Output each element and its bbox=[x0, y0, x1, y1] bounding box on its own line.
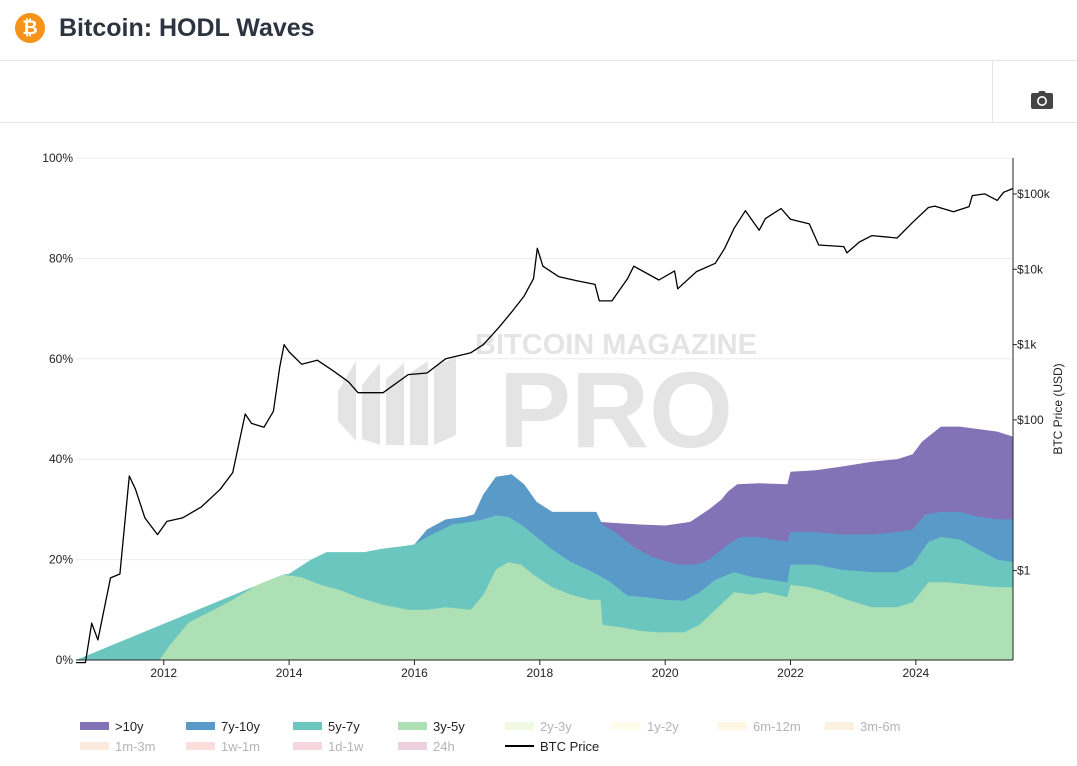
legend-item[interactable]: 1m-3m bbox=[80, 739, 155, 754]
legend-item[interactable]: 2y-3y bbox=[505, 719, 572, 734]
x-tick-label: 2016 bbox=[401, 666, 428, 680]
legend-swatch bbox=[825, 722, 854, 730]
y-left-tick-label: 40% bbox=[49, 452, 73, 466]
x-tick-label: 2024 bbox=[903, 666, 930, 680]
legend-swatch bbox=[398, 742, 427, 750]
chart-toolbar bbox=[0, 61, 1077, 123]
page-title: Bitcoin: HODL Waves bbox=[59, 14, 315, 42]
legend-swatch bbox=[293, 722, 322, 730]
y-left-tick-label: 100% bbox=[42, 151, 73, 165]
y-right-tick-label: $100 bbox=[1017, 413, 1044, 427]
legend-label: 1d-1w bbox=[328, 739, 364, 754]
y-right-tick-label: $100k bbox=[1017, 187, 1051, 201]
legend-item[interactable]: 3m-6m bbox=[825, 719, 900, 734]
legend-label: 1m-3m bbox=[115, 739, 155, 754]
legend-item[interactable]: >10y bbox=[80, 719, 144, 734]
axes: 0% 20% 40% 60% 80% 100% 2012 2014 2016 2018 2020 20… bbox=[42, 151, 1050, 680]
watermark-pro-text: PRO bbox=[499, 349, 733, 470]
x-tick-label: 2018 bbox=[526, 666, 553, 680]
legend-label: >10y bbox=[115, 719, 144, 734]
legend-item[interactable]: 6m-12m bbox=[718, 719, 801, 734]
right-axis-label: BTC Price (USD) bbox=[1051, 363, 1065, 454]
bitcoin-logo-icon: ₿ bbox=[15, 13, 45, 43]
legend-label: 1w-1m bbox=[221, 739, 260, 754]
legend-swatch bbox=[612, 722, 641, 730]
y-left-tick-label: 60% bbox=[49, 352, 73, 366]
legend-label: 5y-7y bbox=[328, 719, 360, 734]
legend-label: BTC Price bbox=[540, 739, 599, 754]
legend-label: 6m-12m bbox=[753, 719, 801, 734]
legend-label: 2y-3y bbox=[540, 719, 572, 734]
legend-swatch bbox=[80, 742, 109, 750]
camera-icon[interactable] bbox=[1031, 91, 1053, 109]
x-tick-label: 2022 bbox=[777, 666, 804, 680]
legend-swatch bbox=[80, 722, 109, 730]
watermark: BITCOIN MAGAZINE PRO bbox=[338, 329, 757, 470]
legend-label: 3m-6m bbox=[860, 719, 900, 734]
legend-item[interactable]: 1w-1m bbox=[186, 739, 260, 754]
legend: >10y 7y-10y 5y-7y 3y-5y 2y-3y 1y-2y 6m-12m 3m-6… bbox=[80, 719, 900, 754]
hodl-waves-chart: BITCOIN MAGAZINE PRO 0% 20% 40% 60% 80% 100% 2… bbox=[42, 151, 1065, 754]
legend-item[interactable]: 1y-2y bbox=[612, 719, 679, 734]
y-right-tick-label: $1k bbox=[1017, 338, 1037, 352]
age-band-areas bbox=[76, 426, 1013, 660]
legend-item[interactable]: 3y-5y bbox=[398, 719, 465, 734]
legend-swatch bbox=[293, 742, 322, 750]
legend-item[interactable]: BTC Price bbox=[505, 739, 599, 754]
legend-label: 1y-2y bbox=[647, 719, 679, 734]
y-left-tick-label: 20% bbox=[49, 553, 73, 567]
watermark-stripes-icon bbox=[338, 357, 456, 445]
legend-swatch bbox=[718, 722, 747, 730]
legend-swatch bbox=[505, 722, 534, 730]
legend-label: 3y-5y bbox=[433, 719, 465, 734]
y-left-tick-label: 80% bbox=[49, 251, 73, 265]
y-right-tick-label: $10k bbox=[1017, 262, 1044, 276]
header: ₿ Bitcoin: HODL Waves bbox=[0, 0, 1077, 61]
legend-label: 7y-10y bbox=[221, 719, 261, 734]
y-right-tick-label: $1 bbox=[1017, 564, 1031, 578]
x-tick-label: 2012 bbox=[150, 666, 177, 680]
legend-swatch bbox=[398, 722, 427, 730]
legend-item[interactable]: 5y-7y bbox=[293, 719, 360, 734]
legend-swatch bbox=[186, 722, 215, 730]
area-3y-5y bbox=[76, 562, 1013, 660]
legend-label: 24h bbox=[433, 739, 455, 754]
watermark-top-text: BITCOIN MAGAZINE bbox=[475, 329, 757, 361]
legend-swatch bbox=[186, 742, 215, 750]
y-left-tick-label: 0% bbox=[56, 653, 74, 667]
x-tick-label: 2020 bbox=[652, 666, 679, 680]
legend-item[interactable]: 7y-10y bbox=[186, 719, 261, 734]
legend-item[interactable]: 24h bbox=[398, 739, 455, 754]
toolbar-divider bbox=[992, 61, 993, 122]
btc-price-series bbox=[76, 187, 1014, 664]
btc-price-line bbox=[76, 187, 1014, 664]
legend-item[interactable]: 1d-1w bbox=[293, 739, 364, 754]
x-tick-label: 2014 bbox=[276, 666, 303, 680]
